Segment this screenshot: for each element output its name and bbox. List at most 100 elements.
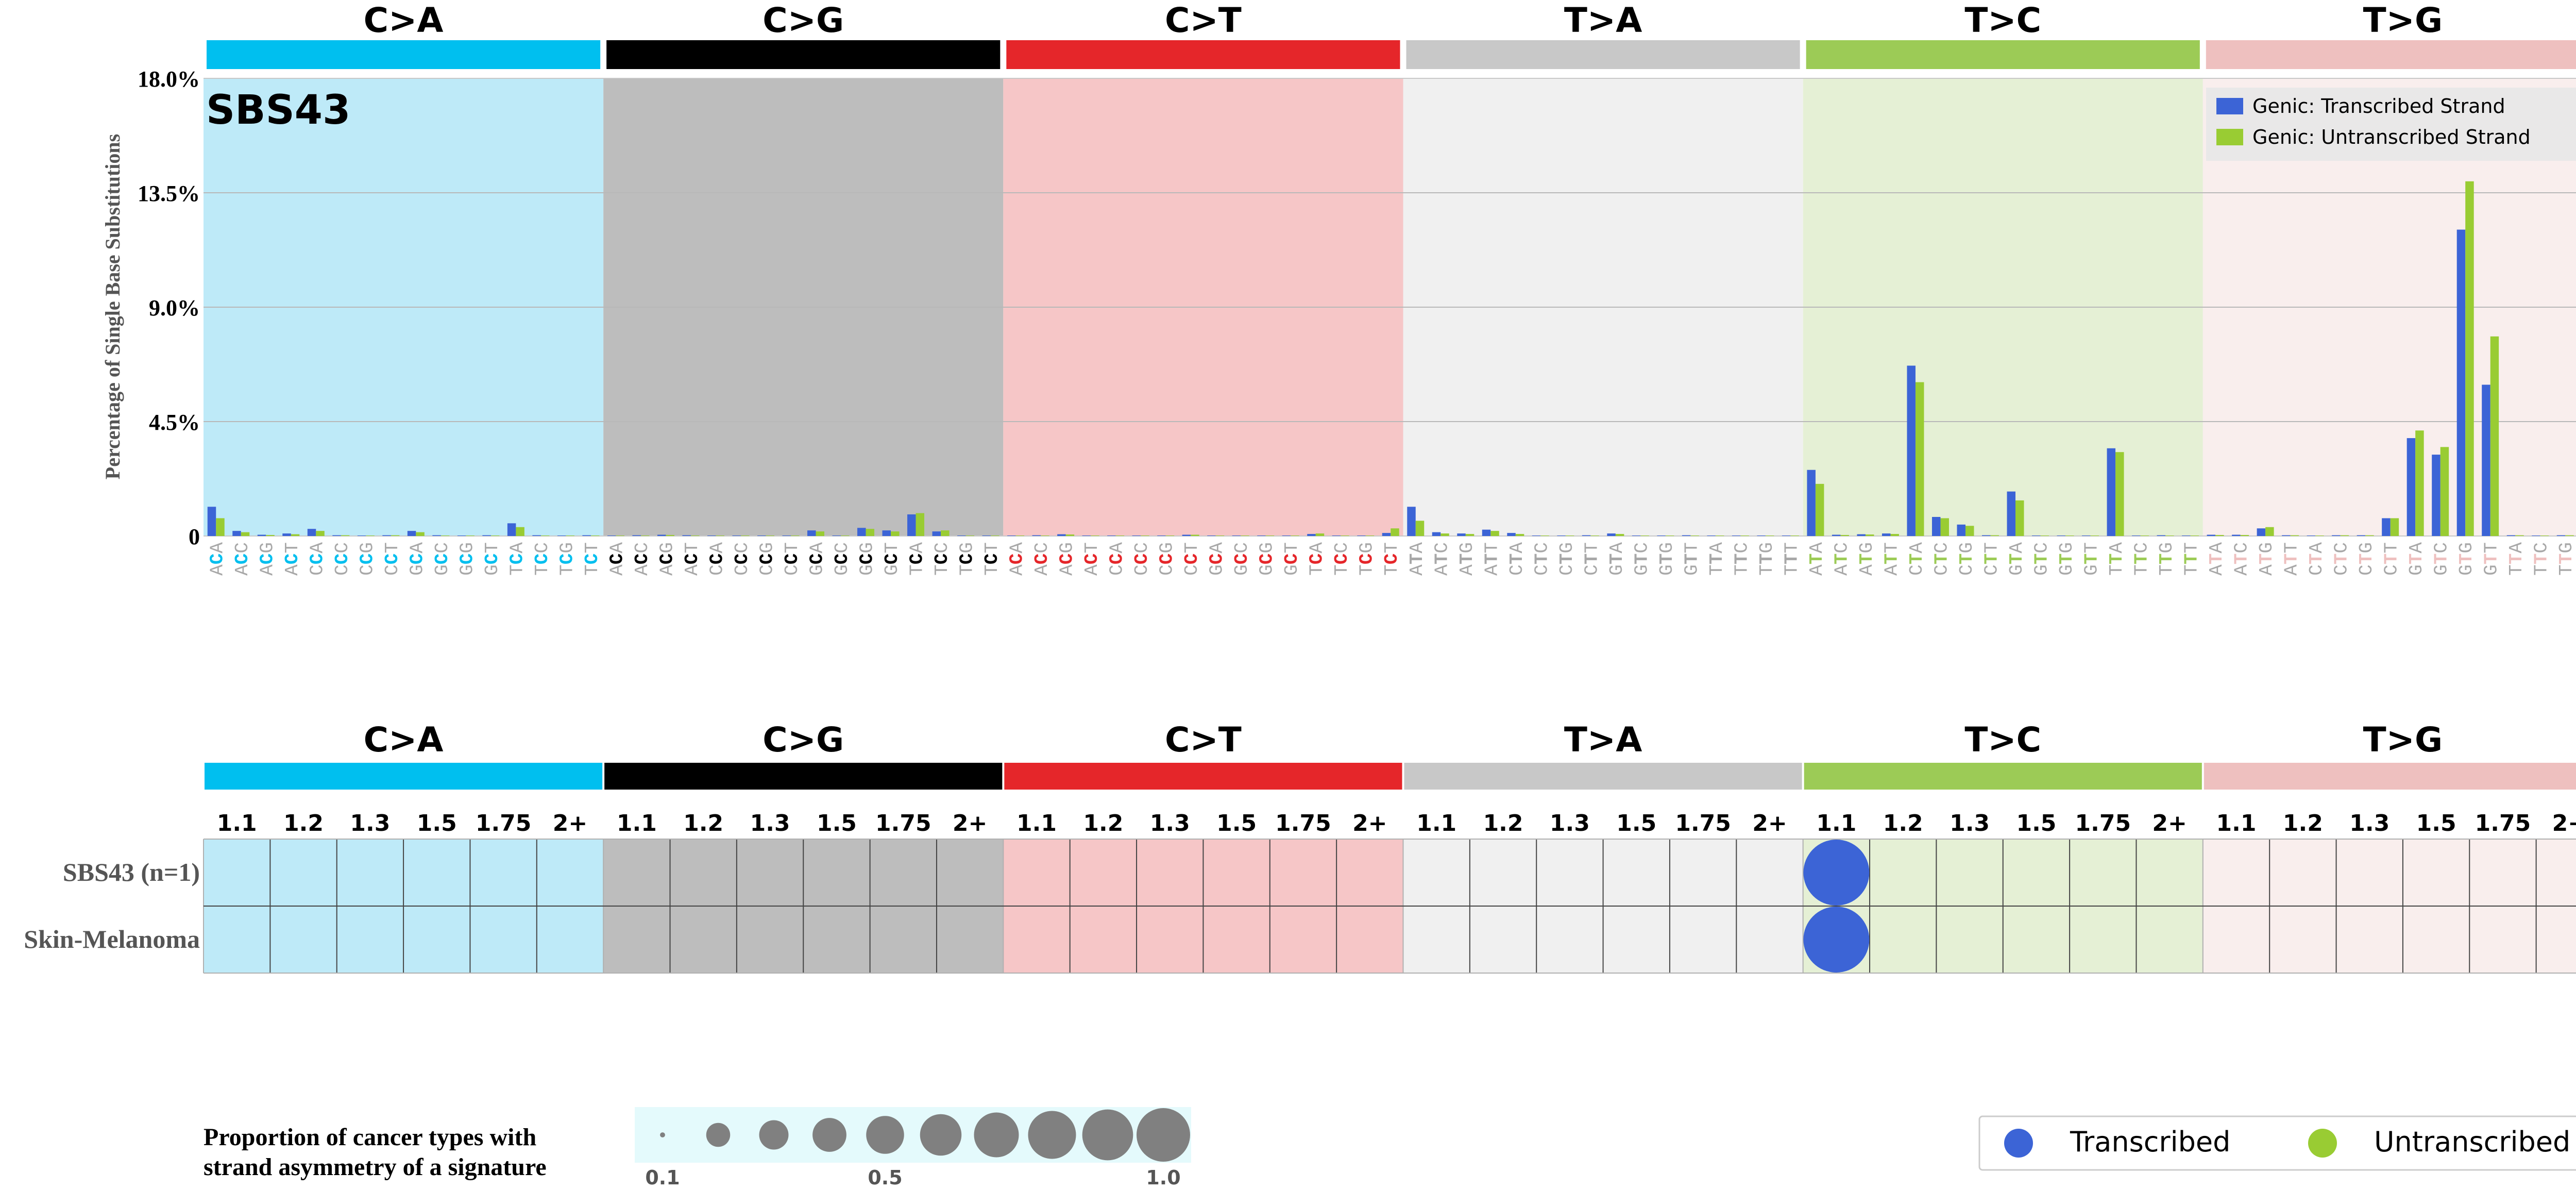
bar-transcribed [1907,365,1916,536]
bar-untranscribed [740,535,750,536]
x-tick-flank-base: T [1706,564,1727,576]
grid-header-bar [604,763,1003,790]
bar-transcribed [882,530,891,536]
x-tick-flank-base: A [1506,542,1528,554]
bar-untranscribed [1465,534,1475,536]
x-tick-flank-base: A [1481,564,1502,576]
x-tick-label: CTC [1931,542,1952,576]
bar-untranscribed [341,535,350,536]
x-tick-center-base: T [1706,554,1727,565]
bar-untranscribed [316,531,325,536]
bar-untranscribed [2540,535,2549,536]
x-tick-label: TCG [1357,542,1378,576]
transcription-color-legend: Transcribed Untranscribed [1978,1115,2576,1171]
x-tick-center-base: T [2381,554,2402,565]
x-tick-center-base: C [756,554,777,565]
x-tick-center-base: C [1157,554,1178,565]
x-tick-flank-base: C [332,542,353,554]
x-tick-flank-base: C [2306,564,2327,576]
bar-untranscribed [616,535,624,536]
x-tick-flank-base: C [1157,564,1178,576]
x-tick-flank-base: C [732,542,753,554]
bar-transcribed [257,534,266,536]
x-tick-label: TTA [2106,542,2127,576]
x-tick-label: CCC [332,542,353,576]
bar-transcribed [2357,535,2366,536]
x-tick-center-base: T [2456,554,2477,565]
ratio-column-label: 1.5 [1216,810,1257,836]
x-tick-flank-base: G [832,564,853,576]
bar-untranscribed [1015,535,1025,536]
ratio-column-label: 1.3 [1550,810,1590,836]
x-tick-flank-base: A [1307,542,1328,554]
bar-transcribed [1407,507,1416,536]
x-tick-center-base: C [456,554,478,565]
x-tick-flank-base: A [2406,542,2427,554]
x-tick-label: CCC [1131,542,1153,576]
x-tick-center-base: T [1631,554,1652,565]
bar-transcribed [1682,535,1691,536]
bar-transcribed [1931,517,1941,536]
x-tick-label: TTG [2156,542,2177,576]
x-tick-flank-base: A [1007,564,1028,576]
x-tick-center-base: T [2031,554,2053,565]
bar-transcribed [957,535,966,536]
x-tick-center-base: C [1131,554,1153,565]
x-tick-center-base: C [532,554,553,565]
x-tick-flank-base: C [1956,564,1977,576]
x-tick-flank-base: G [2481,564,2502,576]
x-tick-center-base: C [257,554,278,565]
x-tick-label: TTA [1706,542,1727,576]
bar-transcribed [1207,535,1216,536]
x-tick-center-base: C [332,554,353,565]
bar-untranscribed [1165,535,1175,536]
x-tick-flank-base: T [1331,564,1352,576]
y-tick-label: 4.5% [149,410,200,435]
bar-untranscribed [266,535,275,536]
x-tick-center-base: C [1081,554,1103,565]
bar-untranscribed [2040,535,2049,536]
x-tick-flank-base: G [1856,542,1877,554]
x-tick-flank-base: A [1456,564,1478,576]
x-tick-center-base: C [357,554,378,565]
x-tick-label: TTG [1756,542,1777,576]
bar-untranscribed [2065,535,2074,536]
x-tick-center-base: T [1956,554,1977,565]
x-tick-flank-base: A [406,542,428,554]
x-tick-label: GTG [2456,542,2477,576]
bar-untranscribed [1640,535,1649,536]
bar-transcribed [1582,535,1591,536]
x-tick-flank-base: C [432,542,453,554]
x-tick-flank-base: G [2056,564,2077,576]
x-tick-flank-base: T [931,564,953,576]
bar-untranscribed [2215,535,2224,536]
x-tick-flank-base: C [2381,564,2402,576]
x-tick-flank-base: C [782,564,803,576]
x-tick-label: TCT [582,542,603,576]
bar-transcribed [432,535,441,536]
x-tick-label: GCT [482,542,503,576]
bar-untranscribed [1540,535,1549,536]
x-tick-flank-base: T [2181,564,2202,576]
row-label: SBS43 (n=1) [63,858,200,886]
ratio-column-label: 1.1 [1016,810,1057,836]
bar-untranscribed [1291,535,1299,536]
bar-untranscribed [666,535,674,536]
bar-untranscribed [540,535,550,536]
x-tick-center-base: C [1257,554,1278,565]
grid-header-label: C>A [364,720,444,760]
x-tick-flank-base: C [307,564,328,576]
x-tick-flank-base: A [1706,542,1727,554]
ratio-column-label: 1.2 [1083,810,1123,836]
bar-transcribed [232,531,241,536]
x-tick-flank-base: G [1681,564,1702,576]
header-label: C>A [364,1,444,40]
x-tick-flank-base: C [1906,564,1927,576]
x-tick-label: ATT [2281,542,2302,576]
x-tick-flank-base: G [656,542,677,554]
x-tick-flank-base: A [2231,564,2252,576]
x-tick-flank-base: G [2081,564,2103,576]
x-tick-flank-base: C [1107,564,1128,576]
x-tick-flank-base: T [1781,542,1802,554]
size-legend-circle [1137,1108,1190,1162]
